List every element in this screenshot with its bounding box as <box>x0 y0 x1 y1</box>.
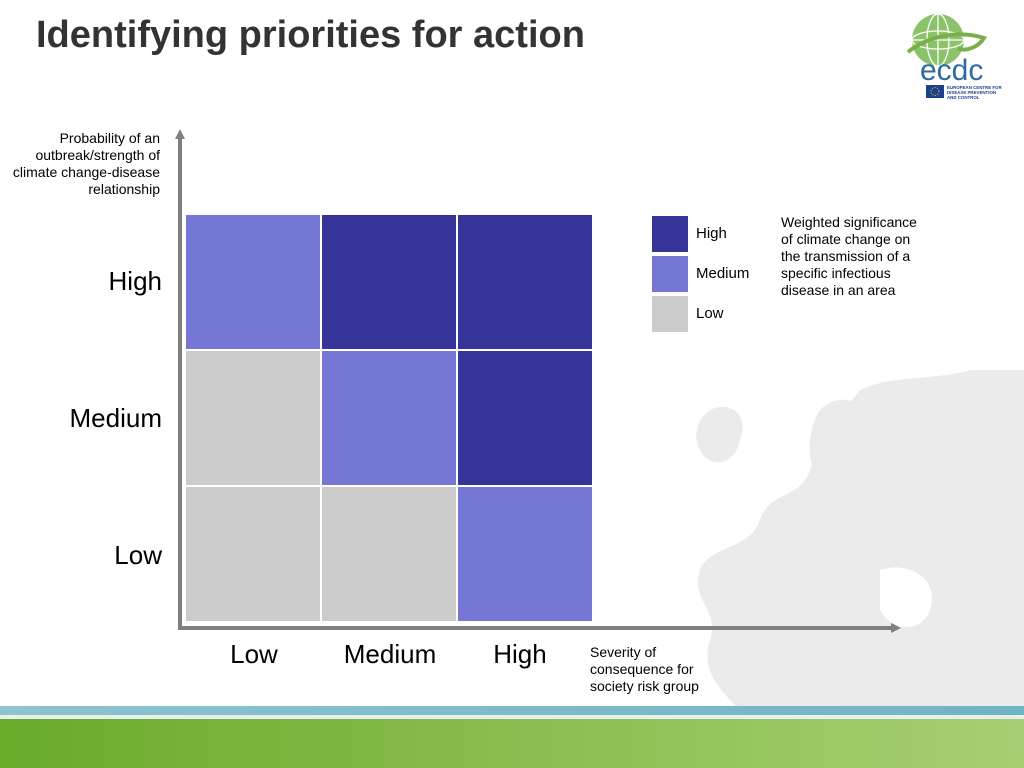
x-axis-title: Severity of consequence for society risk… <box>590 644 699 694</box>
y-tick-medium: Medium <box>69 403 162 433</box>
logo-text: ecdc <box>920 54 983 87</box>
legend-title: Weighted significance of climate change … <box>781 214 917 298</box>
matrix-cell-high-low <box>186 215 320 349</box>
legend: High Medium Low <box>652 215 749 335</box>
sea-shape <box>880 567 932 627</box>
europe-map-background <box>696 370 1024 710</box>
legend-label-medium: Medium <box>696 265 750 282</box>
y-tick-low: Low <box>114 540 162 570</box>
ecdc-logo: ecdc EUROPEAN CENTRE FOR DISEASE PREVENT… <box>906 13 1002 100</box>
legend-label-low: Low <box>696 305 724 322</box>
matrix-cell-medium-high <box>458 351 592 485</box>
peninsula-shape <box>809 399 862 477</box>
legend-item-medium: Medium <box>652 255 749 292</box>
y-axis-title: Probability of an outbreak/strength of c… <box>12 130 160 197</box>
legend-label-high: High <box>696 225 727 242</box>
legend-item-low: Low <box>652 295 749 332</box>
page-title: Identifying priorities for action <box>36 14 585 56</box>
svg-text:EUROPEAN CENTRE FOR: EUROPEAN CENTRE FOR <box>947 85 1002 90</box>
priority-matrix <box>175 129 901 633</box>
matrix-cell-medium-medium <box>322 351 456 485</box>
matrix-cell-high-high <box>458 215 592 349</box>
eu-flag-icon <box>926 85 944 98</box>
matrix-cell-high-medium <box>322 215 456 349</box>
matrix-cell-medium-low <box>186 351 320 485</box>
legend-swatch-low <box>652 295 688 332</box>
matrix-cell-low-high <box>458 487 592 621</box>
x-tick-low: Low <box>230 639 278 669</box>
matrix-cell-low-medium <box>322 487 456 621</box>
footer-band <box>0 706 1024 768</box>
island-shape <box>696 406 743 463</box>
matrix-cell-low-low <box>186 487 320 621</box>
y-tick-high: High <box>108 266 162 296</box>
legend-swatch-medium <box>652 255 688 292</box>
x-tick-high: High <box>493 639 547 669</box>
matrix-cells <box>186 215 592 621</box>
legend-item-high: High <box>652 215 749 252</box>
legend-swatch-high <box>652 215 688 252</box>
svg-text:AND CONTROL: AND CONTROL <box>947 95 980 100</box>
mainland-shape <box>697 370 1024 710</box>
svg-text:DISEASE PREVENTION: DISEASE PREVENTION <box>947 90 996 95</box>
x-tick-medium: Medium <box>343 639 437 669</box>
